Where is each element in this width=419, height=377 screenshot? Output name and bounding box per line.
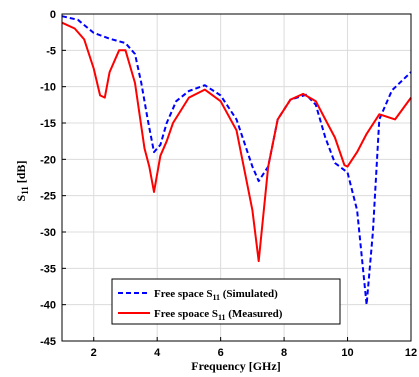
legend-simulated-sub: 11 (212, 293, 220, 302)
y-tick-label: -30 (40, 227, 56, 239)
y-tick-label: -5 (46, 45, 56, 57)
x-tick-label: 8 (281, 347, 287, 359)
plot-frame (61, 13, 412, 342)
y-tick-label: -45 (40, 336, 56, 348)
legend-measured-sub: 11 (218, 313, 226, 322)
legend-simulated-main: Free space S (154, 288, 212, 300)
y-tick-label: -15 (40, 118, 56, 130)
legend-label-measured: Free spoace S11 (Measured) (154, 308, 283, 322)
legend-label-simulated: Free space S11 (Simulated) (154, 288, 278, 302)
x-tick-label: 6 (218, 347, 224, 359)
y-axis-label-sub: 11 (20, 186, 30, 195)
y-axis-label: S11 [dB] (14, 161, 30, 202)
series-line-measured (61, 21, 412, 263)
y-axis-label-main: S (14, 194, 28, 201)
y-tick-label: -10 (40, 82, 56, 94)
y-tick-label: -35 (40, 263, 56, 275)
y-tick-label: -20 (40, 154, 56, 166)
x-tick-label: 2 (91, 347, 97, 359)
y-tick-label: -40 (40, 300, 56, 312)
y-tick-label: -25 (40, 191, 56, 203)
y-tick-label: 0 (50, 9, 56, 21)
x-tick-label: 10 (341, 347, 353, 359)
legend-measured-rest: (Measured) (226, 308, 283, 320)
legend-measured-main: Free spoace S (154, 308, 218, 320)
x-axis-label: Frequency [GHz] (191, 359, 280, 373)
series-lines (61, 15, 412, 306)
series-line-simulated (61, 15, 412, 306)
legend: Free space S11 (Simulated) Free spoace S… (111, 278, 341, 325)
x-tick-label: 4 (154, 347, 161, 359)
legend-box (111, 278, 341, 325)
x-tick-label: 12 (405, 347, 417, 359)
legend-simulated-rest: (Simulated) (220, 288, 278, 300)
tick-labels: 2 4 6 8 10 12 0 -5 -10 -15 -20 -25 -30 -35 -40 -45 (40, 9, 417, 359)
y-axis-label-unit: [dB] (14, 161, 28, 187)
